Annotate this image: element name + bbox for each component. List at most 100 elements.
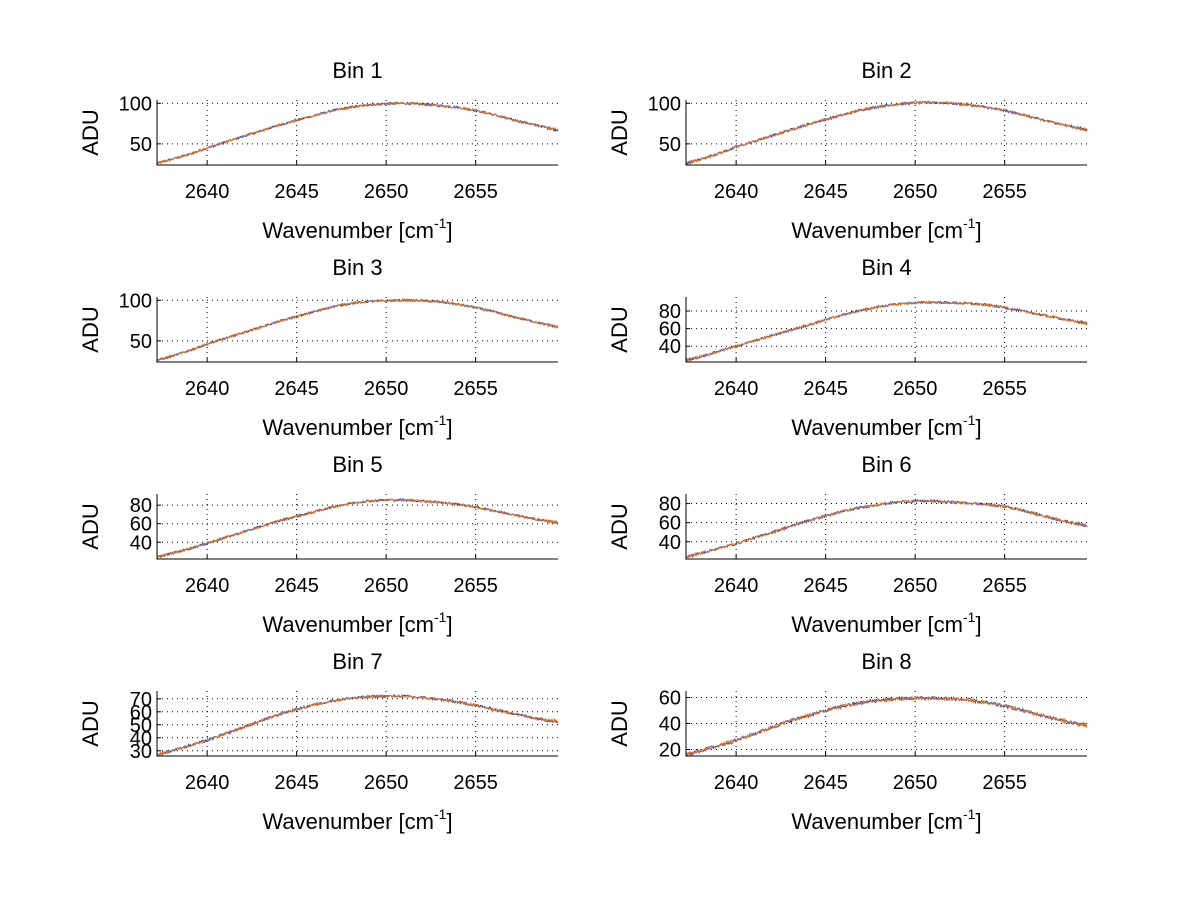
x-tick-label: 2640 (714, 378, 759, 400)
x-tick-label: 2655 (453, 181, 498, 203)
subplot-title: Bin 5 (332, 452, 382, 477)
y-tick-label: 60 (130, 514, 152, 536)
y-tick-label: 40 (659, 336, 681, 358)
axes-frame (685, 691, 1087, 757)
subplot-8: 2640 2645 2650 2655 20 40 60 Bin 8 ADU Wavenumber… (607, 649, 1088, 834)
x-axis-label-unit: cm (405, 218, 434, 243)
x-axis-label-bracket-open: [ (392, 415, 404, 440)
x-tick-label: 2645 (274, 181, 319, 203)
x-tick-label: 2655 (453, 772, 498, 794)
y-axis-label: ADU (78, 109, 103, 155)
y-axis-label: ADU (607, 700, 632, 746)
x-tick-label: 2655 (982, 772, 1027, 794)
x-tick-label: 2655 (453, 378, 498, 400)
x-axis-label-bracket-close: ] (446, 612, 452, 637)
x-axis-label-exponent: -1 (963, 412, 976, 428)
x-tick-label: 2645 (274, 378, 319, 400)
series-line-orange (685, 498, 1088, 559)
x-axis-label: Wavenumber [cm-1] (262, 412, 452, 440)
x-axis-label: Wavenumber [cm-1] (262, 215, 452, 243)
x-axis-label-exponent: -1 (963, 215, 976, 231)
x-axis-label-name: Wavenumber (262, 612, 392, 637)
x-tick-label: 2640 (185, 575, 230, 597)
x-axis-label-name: Wavenumber (262, 415, 392, 440)
y-tick-label: 100 (119, 93, 152, 115)
y-tick-label: 80 (659, 301, 681, 323)
x-axis-label-unit: cm (934, 809, 963, 834)
subplot-title: Bin 2 (861, 58, 911, 83)
series-line-orange (686, 300, 1088, 362)
y-tick-label: 100 (119, 290, 152, 312)
x-axis-label-unit: cm (934, 218, 963, 243)
series-line-blue (685, 695, 1087, 757)
series-line-orange (156, 101, 559, 165)
x-tick-label: 2645 (803, 772, 848, 794)
x-axis-label-bracket-close: ] (975, 218, 981, 243)
axes-frame (156, 297, 558, 363)
axes-frame (156, 691, 558, 757)
x-axis-label-exponent: -1 (434, 412, 447, 428)
x-axis-label-exponent: -1 (434, 609, 447, 625)
subplot-title: Bin 4 (861, 255, 911, 280)
x-axis-label-exponent: -1 (434, 806, 447, 822)
y-tick-label: 50 (130, 331, 152, 353)
y-tick-label: 40 (659, 714, 681, 736)
x-axis-label: Wavenumber [cm-1] (791, 412, 981, 440)
x-axis-label-name: Wavenumber (791, 809, 921, 834)
x-tick-label: 2650 (364, 575, 409, 597)
x-axis-label: Wavenumber [cm-1] (262, 806, 452, 834)
subplot-1: 2640 2645 2650 2655 50 100 Bin 1 ADU Wavenumber … (78, 58, 559, 243)
x-axis-label-bracket-open: [ (392, 612, 404, 637)
subplot-title: Bin 6 (861, 452, 911, 477)
y-tick-label: 100 (648, 93, 681, 115)
x-axis-label-bracket-close: ] (975, 415, 981, 440)
x-axis-label-name: Wavenumber (791, 612, 921, 637)
x-axis-label-exponent: -1 (963, 806, 976, 822)
x-axis-label: Wavenumber [cm-1] (262, 609, 452, 637)
x-axis-label-name: Wavenumber (262, 809, 392, 834)
x-axis-label-bracket-close: ] (446, 218, 452, 243)
series-line-blue (156, 101, 559, 165)
x-axis-label-bracket-open: [ (921, 612, 933, 637)
y-tick-label: 40 (130, 728, 152, 750)
x-axis-label-unit: cm (405, 415, 434, 440)
x-axis-label-bracket-close: ] (446, 415, 452, 440)
x-tick-label: 2645 (803, 181, 848, 203)
y-tick-label: 30 (130, 741, 152, 763)
series-line-blue (156, 497, 559, 559)
y-axis-label: ADU (607, 306, 632, 352)
y-axis-label: ADU (78, 306, 103, 352)
subplot-title: Bin 3 (332, 255, 382, 280)
axes-frame (685, 494, 1087, 560)
y-tick-label: 40 (130, 532, 152, 554)
y-axis-label: ADU (78, 503, 103, 549)
x-axis-label-unit: cm (934, 612, 963, 637)
x-tick-label: 2650 (364, 772, 409, 794)
x-tick-label: 2640 (714, 575, 759, 597)
y-axis-label: ADU (607, 503, 632, 549)
x-tick-label: 2640 (185, 772, 230, 794)
x-axis-label-name: Wavenumber (791, 218, 921, 243)
y-tick-label: 50 (130, 715, 152, 737)
y-tick-label: 80 (659, 494, 681, 516)
x-tick-label: 2640 (185, 181, 230, 203)
x-axis-label-bracket-open: [ (392, 809, 404, 834)
axes-frame (685, 297, 1087, 363)
x-tick-label: 2650 (893, 378, 938, 400)
x-axis-label: Wavenumber [cm-1] (791, 215, 981, 243)
x-tick-label: 2645 (803, 378, 848, 400)
x-tick-label: 2640 (714, 772, 759, 794)
y-tick-label: 50 (130, 134, 152, 156)
x-axis-label-name: Wavenumber (791, 415, 921, 440)
y-axis-label: ADU (78, 700, 103, 746)
x-tick-label: 2655 (982, 575, 1027, 597)
subplot-2: 2640 2645 2650 2655 50 100 Bin 2 ADU Wavenumber … (607, 58, 1088, 243)
y-tick-label: 20 (659, 740, 681, 762)
y-tick-label: 60 (130, 702, 152, 724)
x-tick-label: 2645 (803, 575, 848, 597)
y-tick-label: 80 (130, 495, 152, 517)
subplot-title: Bin 8 (861, 649, 911, 674)
series-line-blue (685, 300, 1088, 363)
subplot-3: 2640 2645 2650 2655 50 100 Bin 3 ADU Wavenumber … (78, 255, 559, 440)
